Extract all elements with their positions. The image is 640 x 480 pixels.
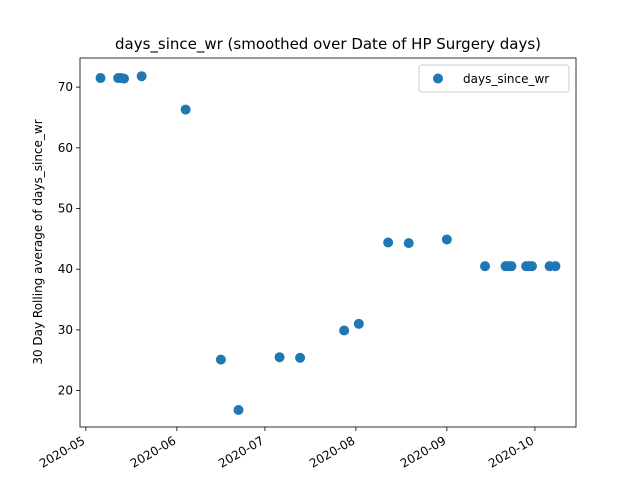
chart-title: days_since_wr (smoothed over Date of HP … bbox=[115, 35, 541, 54]
plot-frame bbox=[79, 57, 577, 428]
data-point-14 bbox=[403, 238, 414, 249]
data-point-7 bbox=[215, 354, 226, 365]
y-tick-label-20: 20 bbox=[58, 384, 73, 398]
data-point-24 bbox=[550, 261, 561, 272]
data-point-19 bbox=[506, 261, 517, 272]
data-point-22 bbox=[526, 261, 537, 272]
data-point-12 bbox=[353, 318, 364, 329]
y-tick-label-30: 30 bbox=[58, 323, 73, 337]
plot-area bbox=[80, 58, 576, 427]
data-point-8 bbox=[233, 405, 244, 416]
data-point-1 bbox=[95, 73, 106, 84]
data-point-9 bbox=[274, 352, 285, 363]
data-point-15 bbox=[441, 234, 452, 245]
data-point-16 bbox=[480, 261, 491, 272]
legend-marker bbox=[433, 73, 443, 84]
data-point-10 bbox=[295, 352, 306, 363]
data-point-13 bbox=[383, 237, 394, 248]
y-axis-ticks: 20 30 40 50 60 70 bbox=[58, 80, 80, 398]
data-point-4 bbox=[119, 73, 130, 84]
legend: days_since_wr bbox=[418, 64, 570, 93]
y-axis-label: 30 Day Rolling average of days_since_wr bbox=[31, 119, 45, 364]
y-tick-label-70: 70 bbox=[58, 80, 73, 94]
data-point-11 bbox=[339, 325, 350, 336]
y-tick-label-50: 50 bbox=[58, 202, 73, 216]
y-tick-label-60: 60 bbox=[58, 141, 73, 155]
data-point-6 bbox=[180, 104, 191, 115]
legend-box bbox=[418, 64, 570, 93]
data-point-5 bbox=[136, 71, 147, 82]
y-tick-label-40: 40 bbox=[58, 262, 73, 276]
data-points bbox=[95, 71, 561, 416]
legend-label: days_since_wr bbox=[463, 72, 549, 86]
